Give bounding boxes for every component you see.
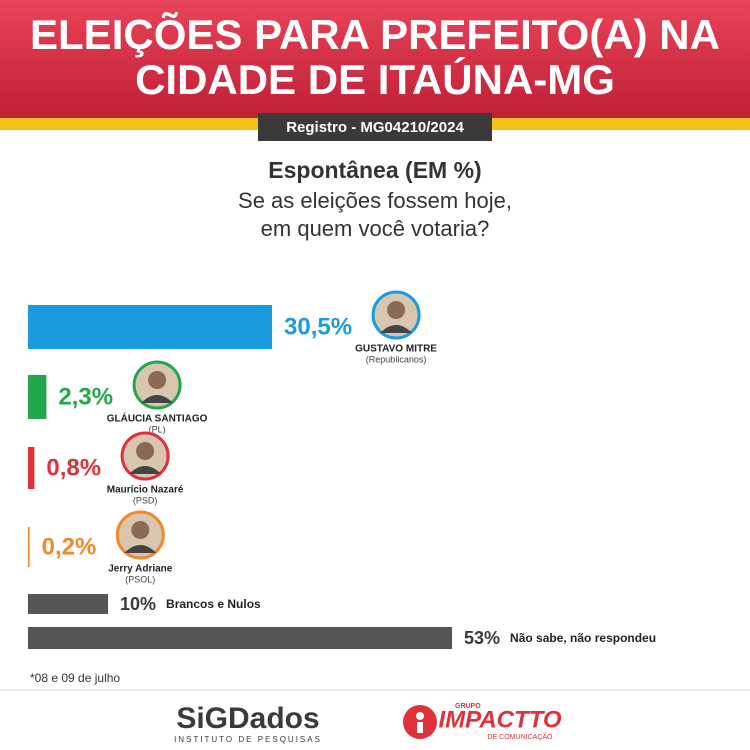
value-label: 0,2% <box>42 533 97 560</box>
bar-chart: 30,5%GUSTAVO MITRE(Republicanos) 2,3% GLÁU… <box>28 290 656 649</box>
sigdados-logo: SiGDados <box>176 702 319 735</box>
category-label: Jerry Adriane <box>108 564 173 575</box>
bar <box>28 375 47 419</box>
category-label: Maurício Nazaré <box>107 485 184 496</box>
candidate-body <box>129 466 162 474</box>
category-label: Não sabe, não respondeu <box>510 631 656 645</box>
footnote: *08 e 09 de julho <box>30 671 120 685</box>
candidate-body <box>124 545 157 553</box>
party-label: (Republicanos) <box>366 354 427 364</box>
candidate-body <box>141 395 174 403</box>
header-title: CIDADE DE ITAÚNA-MG <box>135 55 615 103</box>
header-title: ELEIÇÕES PARA PREFEITO(A) NA <box>30 10 720 58</box>
registro: Registro - MG04210/2024 <box>286 119 464 136</box>
chart-title: Espontânea (EM %) <box>268 157 481 183</box>
value-label: 10% <box>120 594 156 614</box>
category-label: GLÁUCIA SANTIAGO <box>107 412 208 425</box>
sigdados-subtitle: INSTITUTO DE PESQUISAS <box>174 735 322 744</box>
party-label: (PL) <box>149 424 166 434</box>
bar <box>28 627 452 649</box>
header-band <box>0 0 750 118</box>
value-label: 30,5% <box>284 313 352 340</box>
value-label: 53% <box>464 628 500 648</box>
candidate-body <box>380 325 413 333</box>
chart-subtitle: em quem você votaria? <box>261 216 490 241</box>
candidate-head <box>387 301 406 319</box>
category-label: GUSTAVO MITRE <box>355 344 437 355</box>
registro-box <box>258 113 492 141</box>
impactto-icon-bar <box>417 722 423 733</box>
candidate-head <box>136 442 155 460</box>
party-label: (PSOL) <box>125 574 155 584</box>
candidate-head <box>131 521 150 539</box>
impactto-top: GRUPO <box>455 703 481 710</box>
candidate-head <box>148 371 167 389</box>
bar <box>28 305 272 349</box>
chart-subtitle: Se as eleições fossem hoje, <box>238 188 512 213</box>
impactto-logo: IMPACTTO <box>438 706 561 733</box>
value-label: 0,8% <box>46 454 101 481</box>
bar <box>28 447 35 489</box>
category-label: Brancos e Nulos <box>166 597 261 611</box>
value-label: 2,3% <box>58 383 113 410</box>
bar <box>28 527 30 567</box>
party-label: (PSD) <box>133 495 158 505</box>
bar <box>28 594 108 614</box>
impactto-subtitle: DE COMUNICAÇÃO <box>488 732 554 741</box>
impactto-icon-dot <box>416 712 424 720</box>
